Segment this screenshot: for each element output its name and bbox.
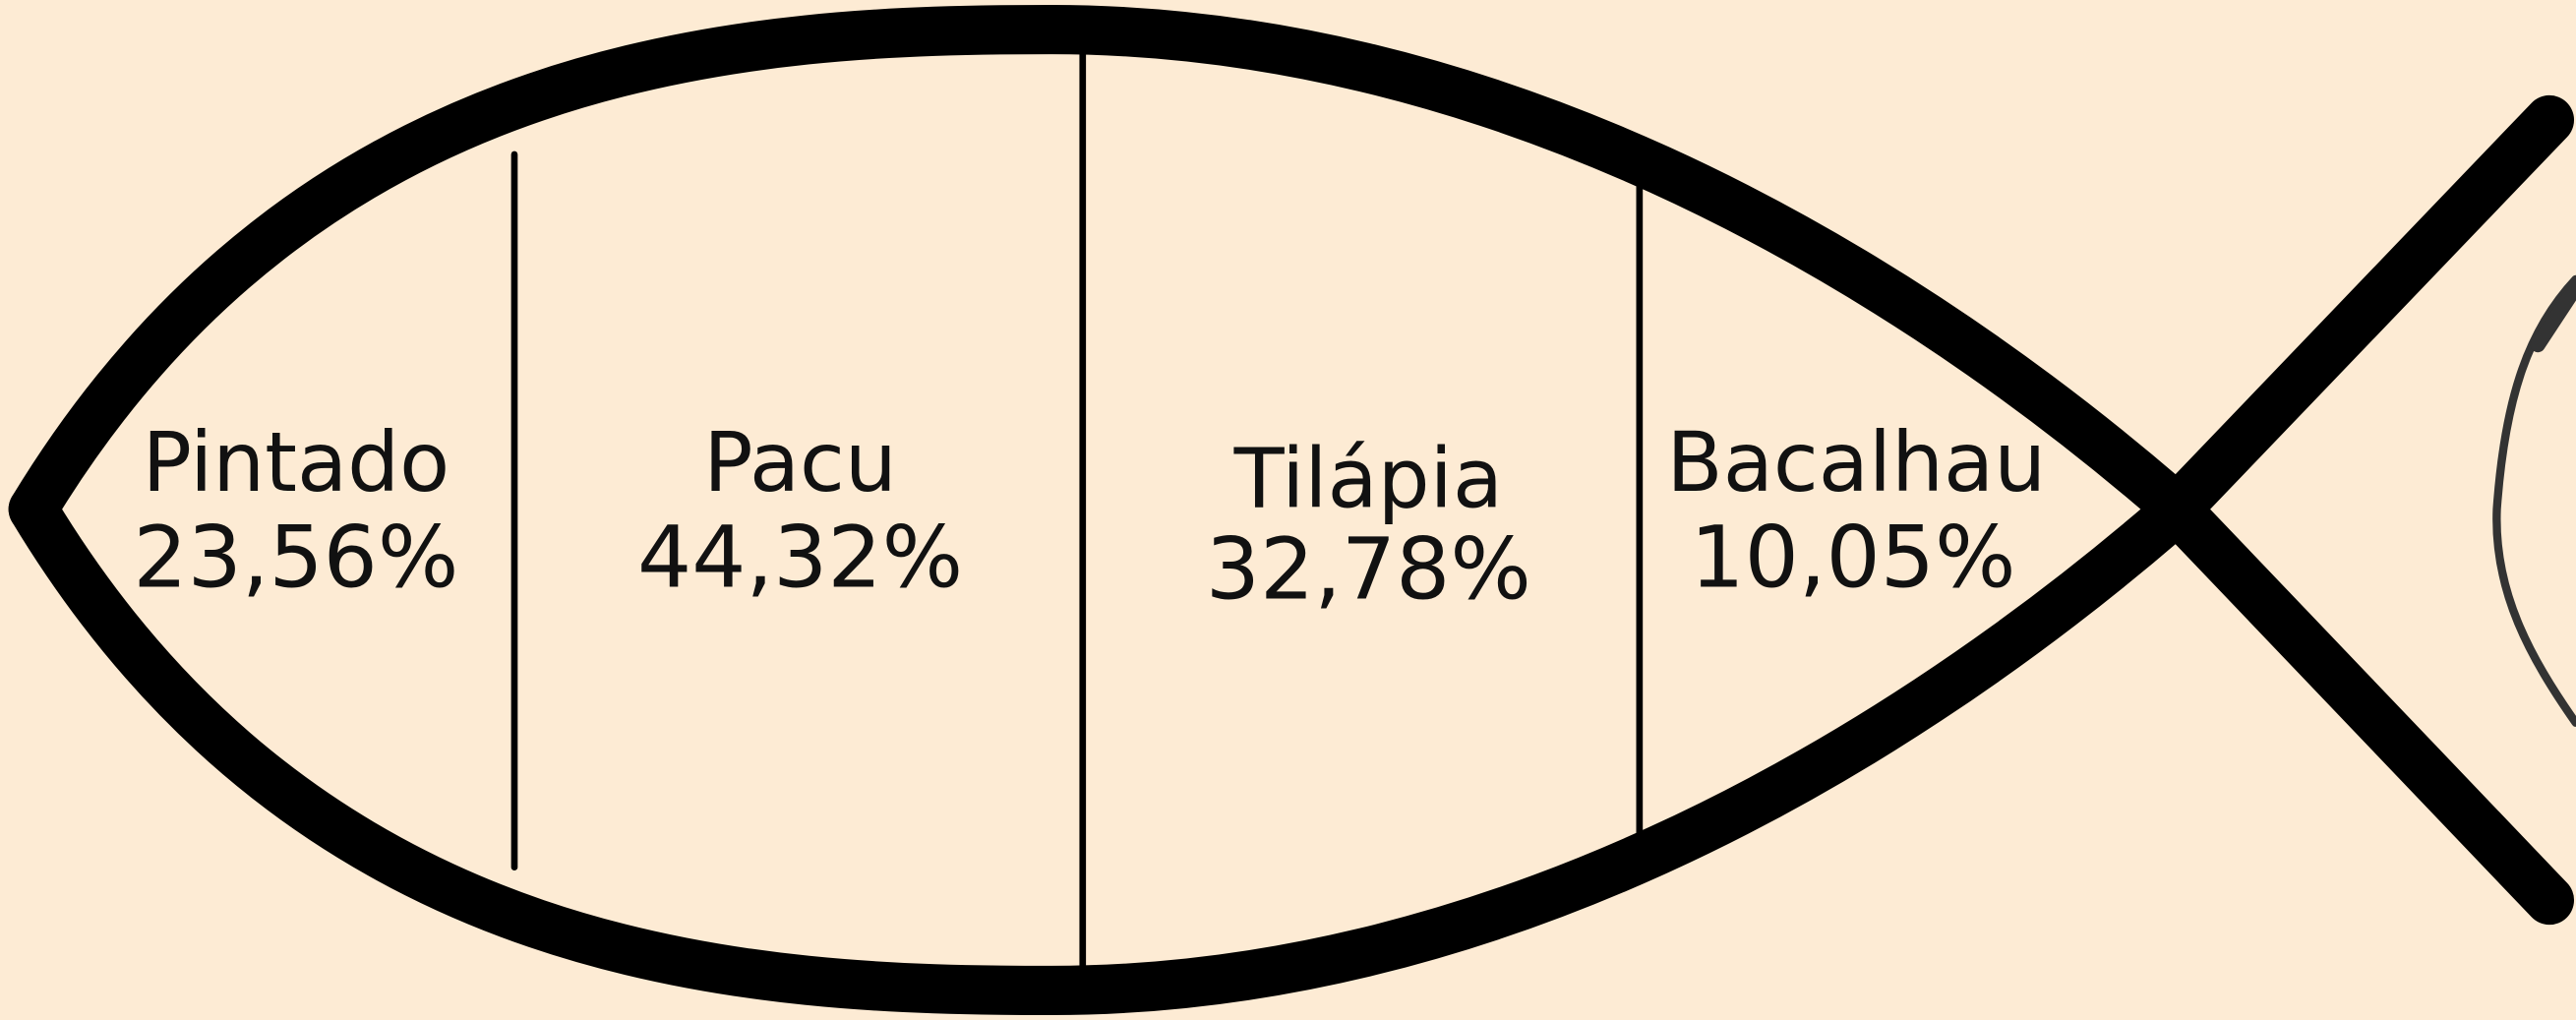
fish-top-outline	[8, 5, 2575, 926]
section-value: 32,78%	[1206, 519, 1531, 619]
section-value: 10,05%	[1690, 509, 2015, 608]
labels: Pintado 23,56% Pacu 44,32% Tilápia 32,78…	[133, 415, 2046, 620]
section-value: 23,56%	[133, 509, 458, 608]
section-value: 44,32%	[637, 509, 963, 608]
fish-bottom-outline	[8, 94, 2575, 1015]
section-name: Pintado	[143, 415, 450, 510]
section-name: Tilápia	[1233, 432, 1503, 527]
section-name: Pacu	[703, 415, 897, 510]
section-name: Bacalhau	[1666, 415, 2046, 510]
rod-reel	[2530, 279, 2576, 353]
